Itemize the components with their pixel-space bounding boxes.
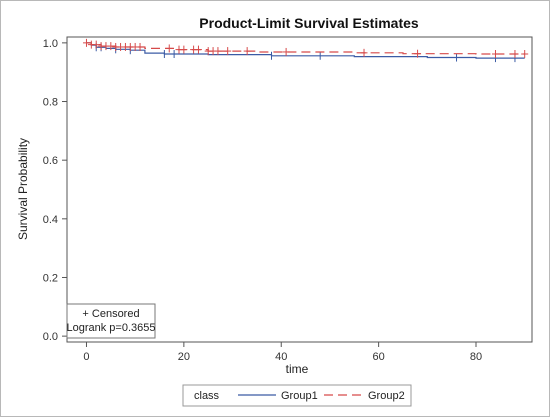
y-tick-label: 0.0: [43, 331, 58, 343]
censored-legend-label: + Censored: [82, 308, 139, 320]
censor-mark-group2: [107, 42, 115, 51]
series-layer: [82, 38, 529, 63]
censor-mark-group2: [194, 45, 202, 54]
censor-mark-group2: [491, 50, 499, 59]
inset-legend-box: [66, 303, 156, 339]
censor-mark-group2: [414, 49, 422, 58]
legend-label-group1: Group1: [281, 390, 318, 402]
censor-mark-group2: [136, 42, 144, 51]
censor-mark-group2: [360, 48, 368, 57]
censor-mark-group2: [92, 40, 100, 49]
censor-mark-group2: [180, 45, 188, 54]
x-tick-label: 20: [178, 351, 190, 363]
y-tick-label: 0.6: [43, 155, 58, 167]
plot-area: [66, 36, 533, 343]
x-tick-label: 80: [470, 351, 482, 363]
bottom-legend-box: [182, 384, 412, 407]
y-axis-label: Survival Probability: [16, 138, 30, 240]
x-tick-label: 60: [372, 351, 384, 363]
censor-mark-group2: [243, 47, 251, 56]
x-axis: 0 20 40 60 80: [83, 342, 482, 363]
censor-mark-group2: [165, 44, 173, 53]
legend-title: class: [194, 390, 220, 402]
censor-mark-group2: [282, 47, 290, 56]
censor-mark-group2: [224, 47, 232, 56]
x-tick-label: 40: [275, 351, 287, 363]
y-tick-label: 0.2: [43, 272, 58, 284]
chart-title: Product-Limit Survival Estimates: [199, 15, 419, 31]
y-tick-label: 0.8: [43, 97, 58, 109]
x-axis-label: time: [286, 362, 309, 376]
x-tick-label: 0: [83, 351, 89, 363]
censor-mark-group2: [82, 38, 90, 47]
legend-label-group2: Group2: [368, 390, 405, 402]
inset-legend: + Censored Logrank p=0.3655: [66, 303, 156, 339]
y-tick-label: 1.0: [43, 38, 58, 50]
censor-mark-group2: [214, 47, 222, 56]
y-tick-label: 0.4: [43, 214, 58, 226]
censor-mark-group2: [511, 50, 519, 59]
logrank-label: Logrank p=0.3655: [67, 322, 156, 334]
series-line-group2: [86, 42, 525, 55]
bottom-legend: class Group1 Group2: [182, 384, 412, 407]
series-line-group1: [86, 42, 525, 59]
censor-mark-group2: [521, 50, 529, 59]
y-axis: 0.0 0.2 0.4 0.6 0.8 1.0: [43, 38, 67, 343]
